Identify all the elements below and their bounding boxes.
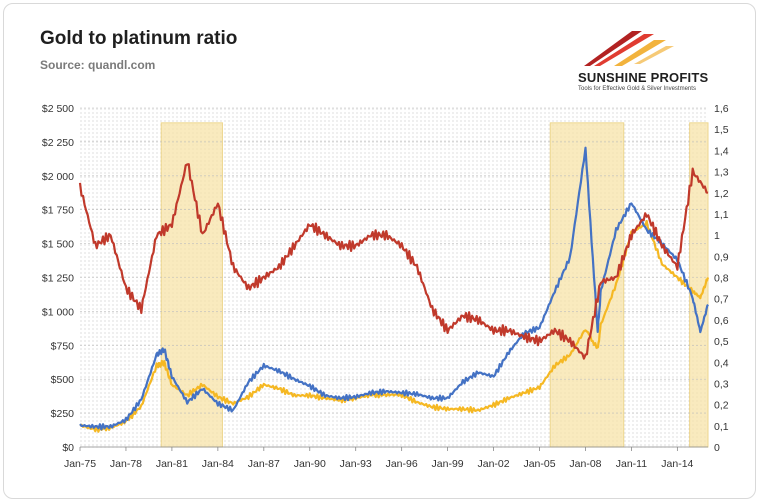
x-tick-label: Jan-02 <box>478 458 510 470</box>
y-left-tick-label: $1 000 <box>42 306 74 318</box>
y-left-tick-label: $1 500 <box>42 239 74 251</box>
y-right-tick-label: 0,5 <box>714 336 729 348</box>
y-right-tick-label: 0,4 <box>714 357 729 369</box>
x-tick-label: Jan-08 <box>569 458 601 470</box>
series-line-0 <box>79 219 710 433</box>
y-left-tick-label: $0 <box>62 442 74 454</box>
logo-ray-gold <box>614 40 666 66</box>
x-tick-label: Jan-05 <box>523 458 555 470</box>
logo-name: SUNSHINE PROFITS <box>578 70 709 85</box>
x-tick-label: Jan-96 <box>386 458 418 470</box>
x-tick-label: Jan-75 <box>64 458 96 470</box>
y-left-tick-label: $2 250 <box>42 137 74 149</box>
y-right-tick-label: 1 <box>714 230 720 242</box>
logo-tagline: Tools for Effective Gold & Silver Invest… <box>578 86 696 92</box>
logo-ray-red <box>594 34 654 66</box>
x-tick-label: Jan-93 <box>340 458 372 470</box>
y-left-tick-label: $500 <box>51 374 75 386</box>
y-right-tick-label: 0,2 <box>714 400 729 412</box>
x-tick-label: Jan-90 <box>294 458 326 470</box>
y-right-tick-label: 0,6 <box>714 315 729 327</box>
series-line-2 <box>78 163 709 360</box>
x-tick-label: Jan-81 <box>156 458 188 470</box>
logo-ray-gold-2 <box>634 46 674 64</box>
x-tick-label: Jan-11 <box>616 458 647 470</box>
y-right-tick-label: 1,3 <box>714 167 729 179</box>
y-left-tick-label: $2 000 <box>42 171 74 183</box>
y-right-tick-label: 1,5 <box>714 124 729 136</box>
sunshine-profits-logo-icon <box>584 31 674 66</box>
chart-title: Gold to platinum ratio <box>40 28 238 49</box>
y-right-tick-label: 1,2 <box>714 188 729 200</box>
x-tick-label: Jan-84 <box>202 458 234 470</box>
x-tick-label: Jan-87 <box>248 458 280 470</box>
y-right-tick-label: 0,1 <box>714 421 729 433</box>
x-tick-label: Jan-14 <box>661 458 693 470</box>
y-left-tick-label: $250 <box>51 408 75 420</box>
y-left-tick-label: $1 750 <box>42 205 74 217</box>
y-right-tick-label: 0,3 <box>714 378 729 390</box>
y-right-tick-label: 1,6 <box>714 103 729 115</box>
y-left-tick-label: $2 500 <box>42 103 74 115</box>
series-line-1 <box>79 146 709 431</box>
y-right-tick-label: 1,4 <box>714 145 729 157</box>
shaded-period-1 <box>549 122 625 448</box>
y-right-tick-label: 0 <box>714 442 720 454</box>
y-left-tick-label: $1 250 <box>42 273 74 285</box>
y-left-tick-label: $750 <box>51 340 75 352</box>
logo-ray-dark <box>584 31 642 66</box>
y-right-tick-label: 1,1 <box>714 209 729 221</box>
x-tick-label: Jan-99 <box>432 458 464 470</box>
x-tick-label: Jan-78 <box>110 458 142 470</box>
y-right-tick-label: 0,9 <box>714 251 729 263</box>
y-right-tick-label: 0,7 <box>714 294 729 306</box>
chart-source: Source: quandl.com <box>40 58 156 72</box>
y-right-tick-label: 0,8 <box>714 273 729 285</box>
